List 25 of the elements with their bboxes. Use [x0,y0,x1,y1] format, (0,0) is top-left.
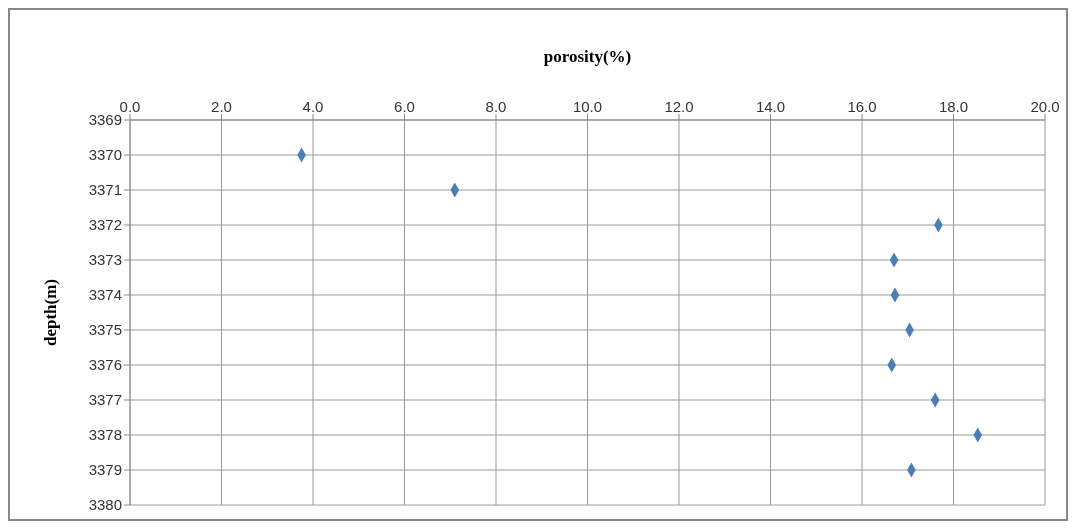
y-tick-label: 3374 [88,286,122,304]
x-tick-label: 12.0 [664,98,694,115]
x-tick-label: 14.0 [755,98,786,115]
y-tick-label: 3373 [88,251,122,269]
x-tick-label: 6.0 [394,98,415,115]
y-tick-label: 3376 [88,356,122,374]
x-tick-label: 0.0 [119,98,141,115]
x-tick-label: 10.0 [572,98,603,115]
y-tick-label: 3371 [88,181,122,199]
y-tick-label: 3369 [88,111,122,129]
x-tick-label: 18.0 [938,98,969,115]
x-tick-label: 8.0 [485,98,507,115]
y-axis-title: depth(m) [41,278,61,347]
x-tick-label: 20.0 [1030,98,1060,115]
x-axis-title: porosity(%) [543,47,632,67]
y-tick-label: 3380 [88,496,122,514]
y-tick-label: 3379 [88,461,122,479]
x-tick-label: 4.0 [302,98,324,115]
x-tick-label: 16.0 [847,98,877,115]
y-tick-label: 3372 [88,216,122,234]
x-tick-label: 2.0 [211,98,232,115]
y-tick-label: 3377 [88,391,122,409]
y-tick-label: 3370 [88,146,122,164]
y-tick-label: 3375 [88,321,122,339]
y-tick-label: 3378 [88,426,122,444]
